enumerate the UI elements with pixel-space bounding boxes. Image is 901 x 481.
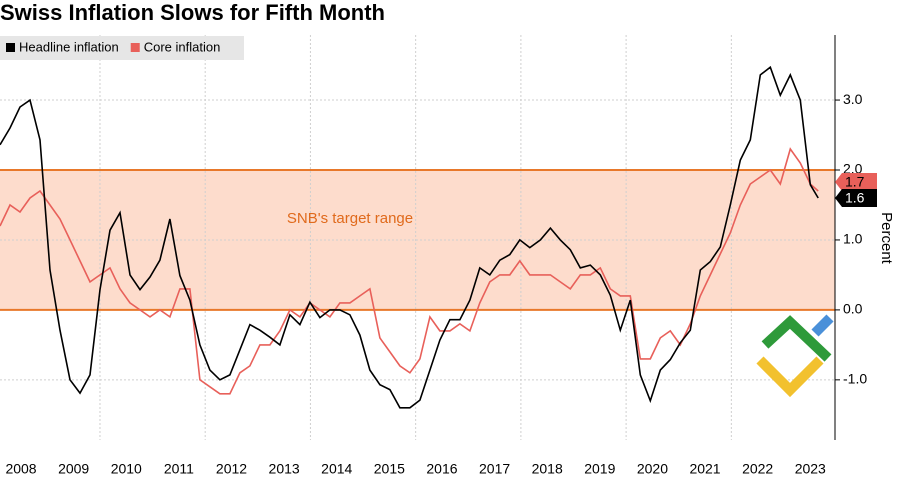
x-tick-label: 2023: [795, 461, 826, 477]
y-tick-label: 1.0: [843, 231, 863, 247]
y-tick-label: 3.0: [843, 91, 863, 107]
y-tick-label: 2.0: [843, 161, 863, 177]
y-tick-label: -1.0: [843, 371, 867, 387]
x-tick-label: 2010: [111, 461, 142, 477]
watermark-logo: [756, 314, 834, 398]
legend-label: Core inflation: [144, 39, 221, 54]
y-tick-label: 0.0: [843, 301, 863, 317]
end-label: 1.6: [845, 190, 865, 206]
x-tick-label: 2011: [164, 461, 194, 477]
x-tick-label: 2017: [479, 461, 510, 477]
legend-swatch: [130, 43, 140, 52]
x-tick-label: 2020: [637, 461, 668, 477]
annotation: SNB's target range: [287, 210, 413, 227]
end-label-box: [835, 172, 877, 191]
x-tick-label: 2015: [374, 461, 405, 477]
x-tick-label: 2022: [742, 461, 773, 477]
legend-swatch: [6, 43, 15, 52]
legend-box: [0, 36, 244, 60]
x-tick-label: 2012: [216, 461, 247, 477]
x-tick-label: 2021: [689, 461, 720, 477]
x-tick-label: 2013: [269, 461, 300, 477]
x-tick-label: 2019: [584, 461, 615, 477]
x-tick-label: 2009: [58, 461, 89, 477]
series-line: [0, 65, 819, 409]
x-tick-label: 2008: [5, 461, 36, 477]
end-label: 1.7: [845, 174, 865, 190]
x-tick-label: 2018: [532, 461, 563, 477]
chart-title: Swiss Inflation Slows for Fifth Month: [0, 0, 385, 25]
end-label-box: [835, 188, 877, 207]
x-tick-label: 2014: [321, 461, 352, 477]
y-axis-label: Percent: [878, 212, 895, 265]
x-tick-label: 2016: [426, 461, 457, 477]
legend-label: Headline inflation: [19, 39, 119, 54]
